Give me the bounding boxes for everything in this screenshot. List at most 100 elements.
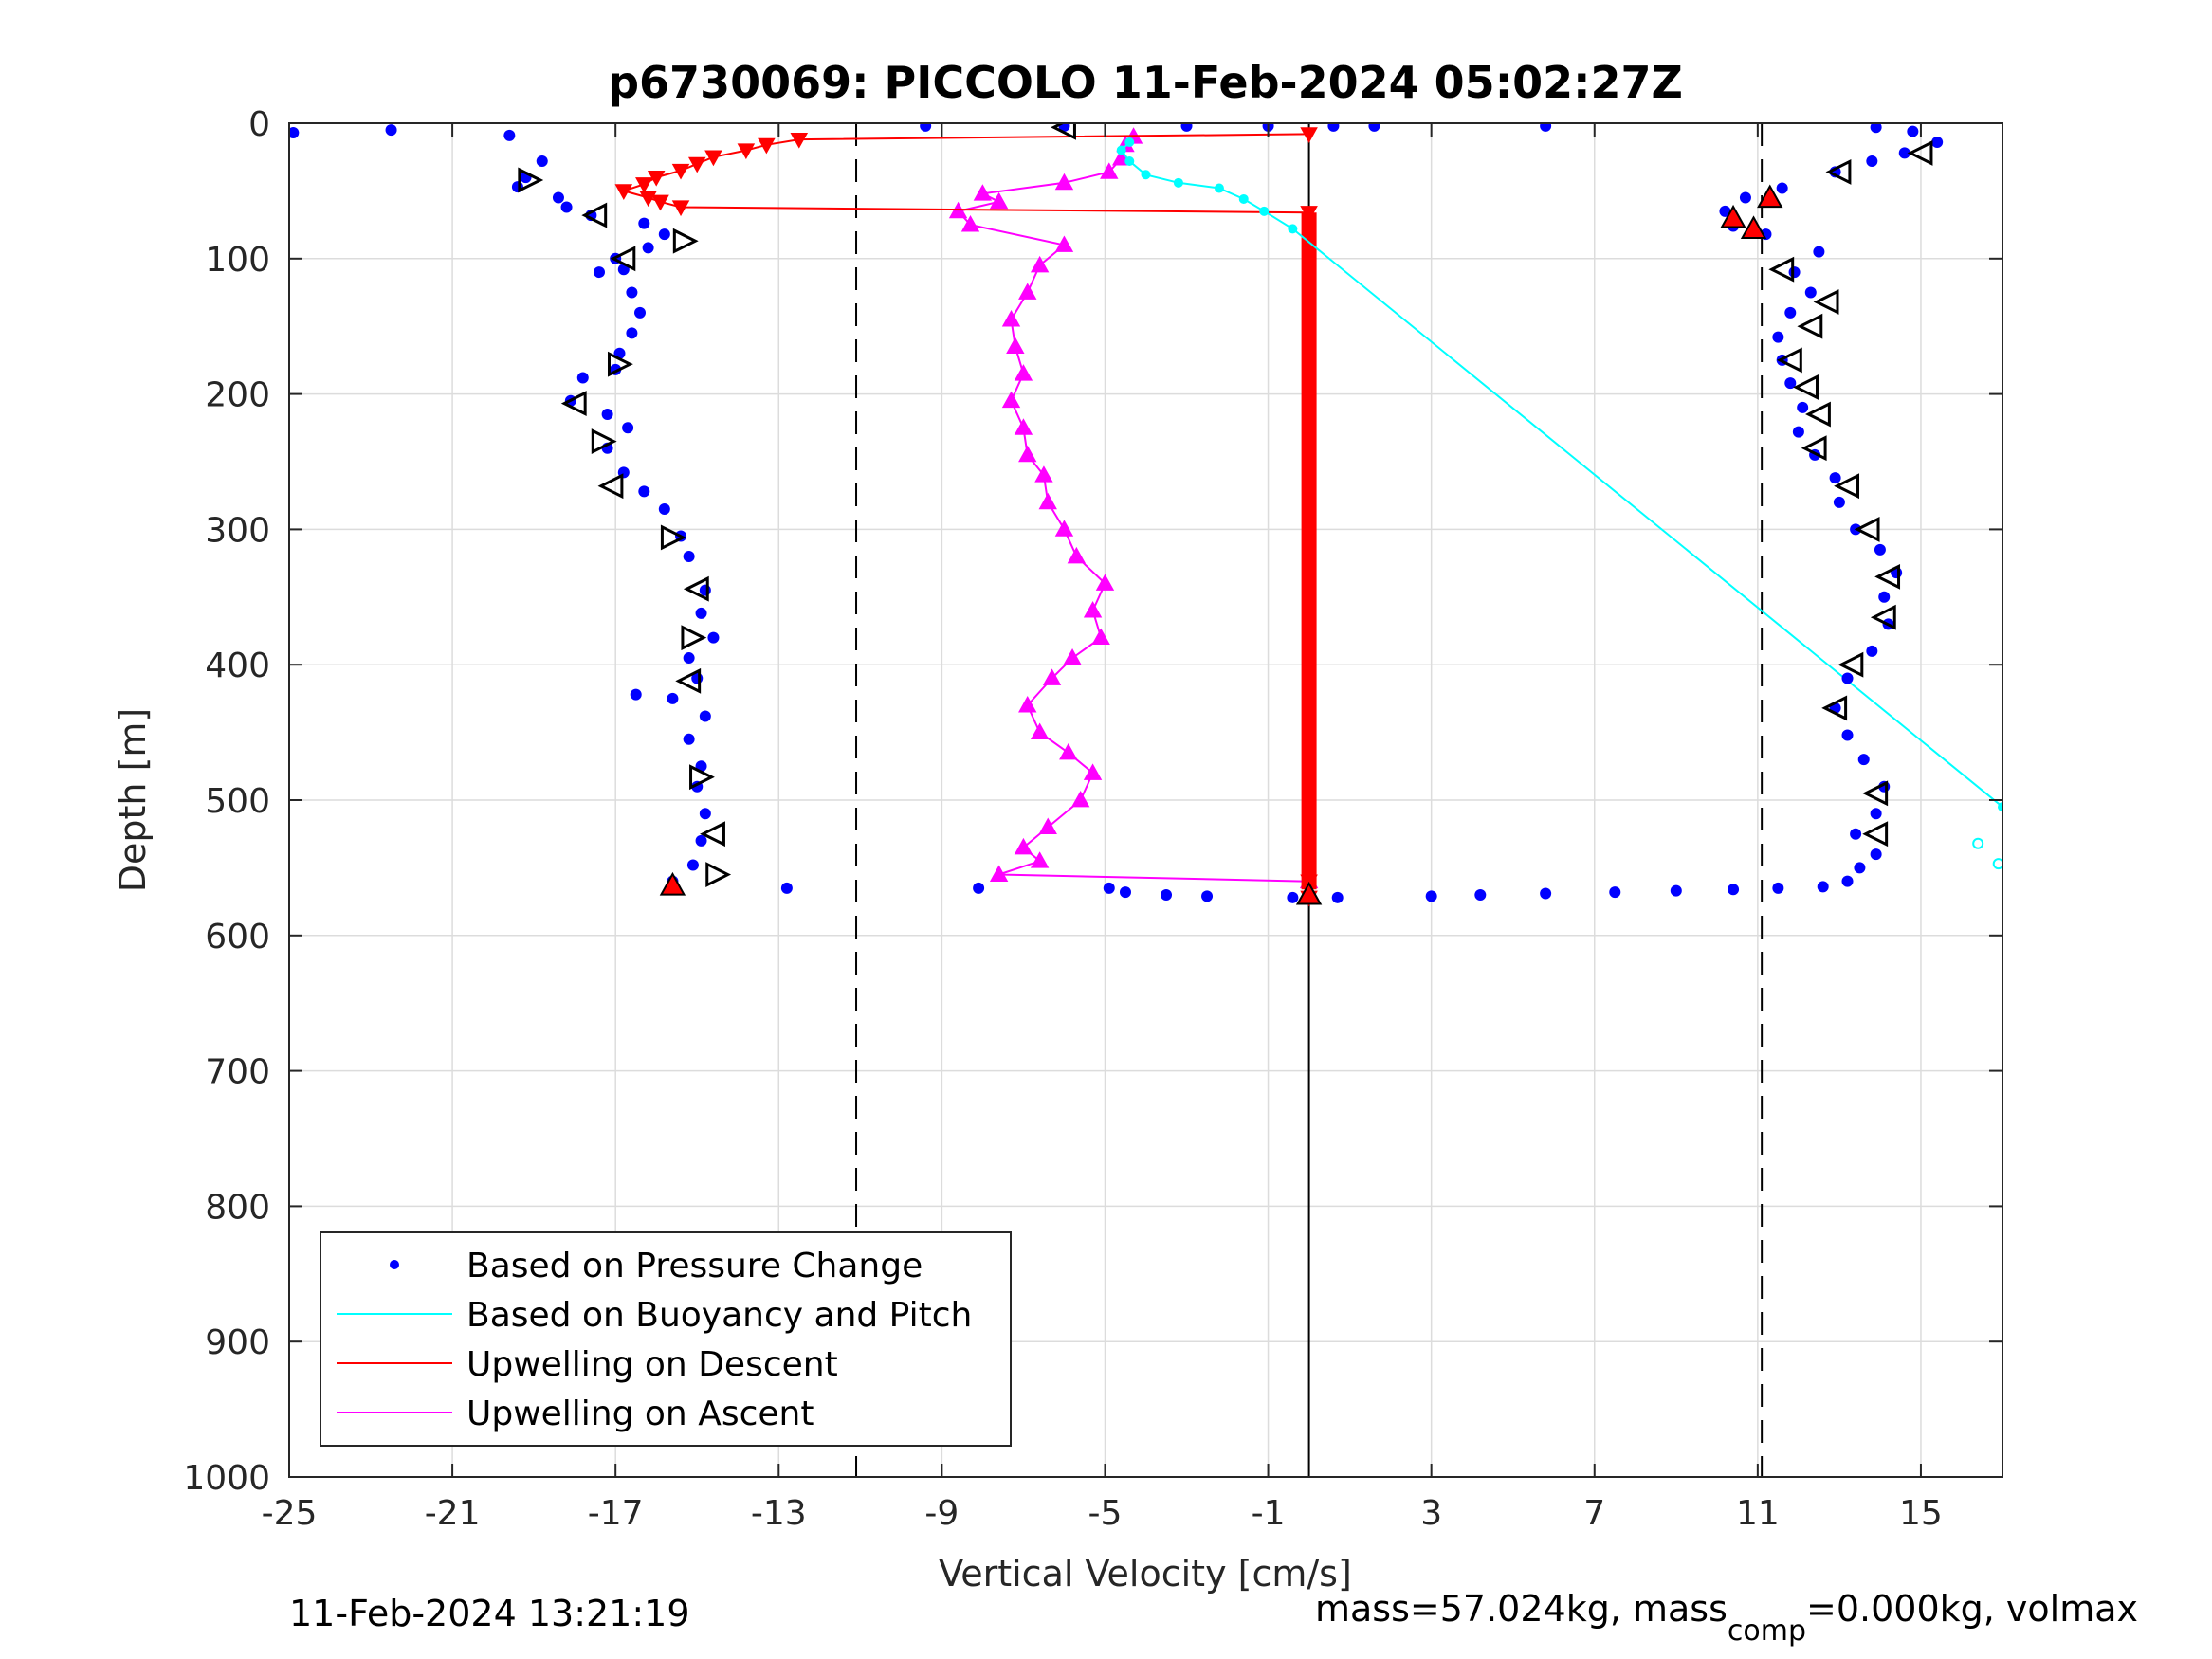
pressure-ascent-point-2: [1474, 888, 1487, 901]
open-triangle-marker-26: [1854, 516, 1880, 542]
upwelling-descent-marker-0: [1300, 127, 1318, 143]
pressure-descent-point-0: [289, 126, 300, 138]
pressure-ascent-point-33: [1784, 306, 1797, 319]
upwelling-descent-marker-7: [647, 170, 666, 187]
pressure-descent-point-16: [634, 306, 647, 319]
upwelling-ascent-marker-12: [1091, 628, 1110, 646]
y-tick-label: 300: [205, 511, 270, 550]
pressure-descent-point-2: [503, 129, 516, 141]
buoyancy-point-0: [1124, 137, 1135, 147]
pressure-ascent-point-29: [1797, 401, 1809, 413]
pressure-ascent-point-49: [1368, 123, 1380, 132]
x-tick-label: 7: [1583, 1494, 1605, 1533]
x-axis-label: Vertical Velocity [cm/s]: [939, 1553, 1352, 1595]
upwelling-ascent-marker-3: [1014, 837, 1033, 855]
upwelling-ascent-marker-27: [1054, 235, 1074, 252]
pressure-descent-point-9: [638, 217, 650, 229]
pressure-ascent-point-30: [1784, 377, 1797, 390]
upwelling-ascent-marker-28: [960, 215, 980, 232]
pressure-descent-point-42: [695, 834, 707, 847]
open-triangle-marker-30: [1821, 695, 1848, 721]
pressure-ascent-point-50: [1327, 123, 1340, 132]
pressure-descent-point-10: [658, 228, 670, 241]
upwelling-ascent-marker-15: [1067, 546, 1087, 564]
pressure-descent-point-36: [667, 692, 679, 704]
open-triangle-marker-12: [675, 667, 702, 694]
pressure-descent-point-30: [699, 584, 711, 596]
pressure-ascent-point-18: [1841, 672, 1854, 684]
upwelling-descent-marker-8: [635, 177, 653, 193]
y-tick-label: 100: [205, 241, 270, 280]
open-triangle-marker-17: [1825, 158, 1852, 185]
upwelling-ascent-marker-26: [1030, 255, 1050, 273]
upwelling-ascent-marker-16: [1054, 520, 1074, 537]
upwelling-ascent-marker-2: [1030, 851, 1050, 868]
pressure-ascent-point-54: [920, 123, 932, 132]
upwelling-ascent-marker-9: [1018, 695, 1037, 713]
open-triangle-marker-20: [1797, 313, 1823, 339]
pressure-descent-point-7: [560, 201, 573, 213]
red-triangle-marker-3: [659, 871, 686, 896]
open-triangle-marker-7: [591, 428, 617, 455]
upwelling-descent-marker-9: [614, 184, 633, 200]
pressure-descent-point-38: [683, 733, 695, 745]
pressure-descent-point-47: [1103, 882, 1115, 894]
upwelling-ascent-marker-31: [973, 184, 993, 201]
upwelling-ascent-marker-7: [1059, 742, 1078, 760]
buoyancy-point-9: [1998, 802, 2002, 812]
upwelling-descent-marker-1: [790, 132, 809, 149]
upwelling-ascent-marker-14: [1095, 574, 1115, 591]
pressure-ascent-point-26: [1829, 472, 1841, 484]
y-tick-label: 900: [205, 1323, 270, 1362]
buoyancy-point-2: [1124, 155, 1135, 166]
open-triangle-marker-29: [1837, 651, 1864, 678]
pressure-ascent-point-8: [1817, 881, 1829, 893]
pressure-ascent-point-41: [1776, 182, 1788, 194]
open-triangle-marker-25: [1834, 473, 1860, 500]
pressure-ascent-point-36: [1813, 246, 1825, 258]
open-triangle-marker-13: [689, 764, 715, 791]
open-triangle-marker-11: [681, 625, 707, 651]
pressure-descent-point-22: [601, 409, 613, 421]
pressure-ascent-point-7: [1772, 882, 1784, 894]
pressure-descent-point-50: [1201, 890, 1214, 902]
open-triangle-marker-1: [518, 167, 544, 193]
pressure-descent-point-20: [576, 372, 589, 384]
pressure-ascent-point-13: [1870, 808, 1882, 820]
upwelling-ascent-marker-19: [1018, 445, 1037, 463]
open-triangle-marker-31: [1862, 780, 1889, 807]
open-triangle-marker-6: [560, 391, 587, 417]
upwelling-ascent-marker-30: [989, 191, 1009, 210]
footer-timestamp: 11-Feb-2024 13:21:19: [289, 1593, 690, 1634]
footer-mass-prefix: mass=57.024kg, mass: [1315, 1588, 1728, 1630]
buoyancy-point-8: [1288, 224, 1298, 234]
y-tick-label: 500: [205, 782, 270, 821]
open-triangle-marker-10: [683, 575, 709, 602]
pressure-descent-point-51: [1287, 891, 1299, 903]
y-axis-label: Depth [m]: [112, 708, 154, 893]
open-triangle-marker-24: [1801, 435, 1827, 462]
pressure-ascent-point-39: [1719, 205, 1731, 217]
upwelling-ascent-marker-25: [1018, 283, 1037, 300]
upwelling-ascent-marker-24: [1001, 310, 1021, 327]
open-triangle-marker-21: [1776, 347, 1802, 374]
pressure-ascent-point-47: [1870, 123, 1882, 134]
upwelling-descent-marker-3: [737, 143, 756, 160]
legend: Based on Pressure Change Based on Buoyan…: [320, 1231, 1012, 1447]
pressure-descent-point-45: [780, 882, 793, 894]
upwelling-descent-marker-12: [671, 200, 690, 217]
open-triangle-marker-0: [1051, 123, 1076, 140]
upwelling-ascent-marker-4: [1038, 817, 1057, 834]
upwelling-descent-marker-5: [687, 156, 706, 173]
pressure-ascent-point-48: [1540, 123, 1552, 132]
pressure-ascent-point-28: [1792, 426, 1804, 438]
upwelling-ascent-marker-10: [1042, 668, 1062, 685]
pressure-ascent-point-25: [1833, 496, 1845, 508]
upwelling-descent-marker-2: [758, 137, 776, 155]
pressure-descent-point-32: [707, 631, 720, 644]
open-triangle-marker-28: [1870, 604, 1896, 630]
pressure-descent-point-31: [695, 607, 707, 619]
upwelling-ascent-marker-23: [1006, 337, 1025, 355]
open-triangle-marker-22: [1793, 374, 1819, 400]
